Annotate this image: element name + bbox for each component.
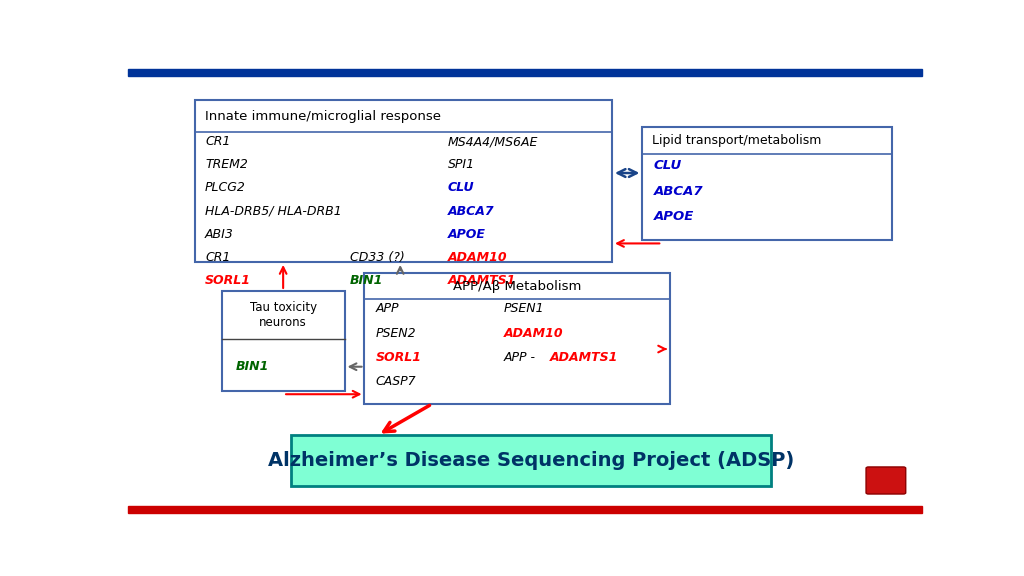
Text: CR1: CR1 — [205, 251, 230, 264]
Text: P: P — [881, 472, 891, 486]
Text: ADAM10: ADAM10 — [504, 327, 563, 339]
Text: ADAMTS1: ADAMTS1 — [550, 351, 617, 364]
Text: APP -: APP - — [504, 351, 540, 364]
Text: MS4A4/MS6AE: MS4A4/MS6AE — [447, 135, 539, 149]
Bar — [291, 435, 771, 486]
Bar — [365, 273, 670, 404]
Text: CASP7: CASP7 — [376, 376, 416, 388]
Text: ADAM10: ADAM10 — [447, 251, 508, 264]
Bar — [128, 69, 922, 76]
Text: ABCA7: ABCA7 — [653, 184, 703, 198]
Text: BIN1: BIN1 — [236, 360, 269, 373]
Text: PLCG2: PLCG2 — [205, 181, 246, 195]
Text: SPI1: SPI1 — [447, 158, 475, 172]
Text: SORL1: SORL1 — [376, 351, 422, 364]
Text: SORL1: SORL1 — [205, 274, 251, 287]
Text: Tau toxicity
neurons: Tau toxicity neurons — [250, 301, 316, 329]
Text: CD33 (?): CD33 (?) — [350, 251, 404, 264]
Bar — [128, 506, 922, 513]
Text: Alzheimer’s Disease Sequencing Project (ADSP): Alzheimer’s Disease Sequencing Project (… — [267, 451, 794, 470]
Text: PSEN2: PSEN2 — [376, 327, 416, 339]
Text: HLA-DRB5/ HLA-DRB1: HLA-DRB5/ HLA-DRB1 — [205, 204, 342, 218]
Text: CLU: CLU — [653, 159, 682, 172]
Text: APOE: APOE — [447, 228, 485, 241]
Text: PSEN1: PSEN1 — [504, 302, 544, 315]
Text: CLU: CLU — [447, 181, 474, 195]
Bar — [196, 100, 612, 262]
Text: Innate immune/microglial response: Innate immune/microglial response — [205, 109, 441, 123]
Text: ABI3: ABI3 — [205, 228, 233, 241]
Bar — [642, 127, 892, 240]
Text: APP: APP — [376, 302, 399, 315]
Text: ABCA7: ABCA7 — [447, 204, 495, 218]
Text: APP/Aβ Metabolism: APP/Aβ Metabolism — [453, 279, 582, 293]
Text: ADAMTS1: ADAMTS1 — [447, 274, 516, 287]
Text: APOE: APOE — [653, 210, 693, 223]
FancyBboxPatch shape — [866, 467, 905, 494]
Text: BIN1: BIN1 — [350, 274, 384, 287]
Text: CR1: CR1 — [205, 135, 230, 149]
Bar — [221, 291, 345, 391]
Text: Lipid transport/metabolism: Lipid transport/metabolism — [652, 134, 821, 147]
Text: TREM2: TREM2 — [205, 158, 248, 172]
